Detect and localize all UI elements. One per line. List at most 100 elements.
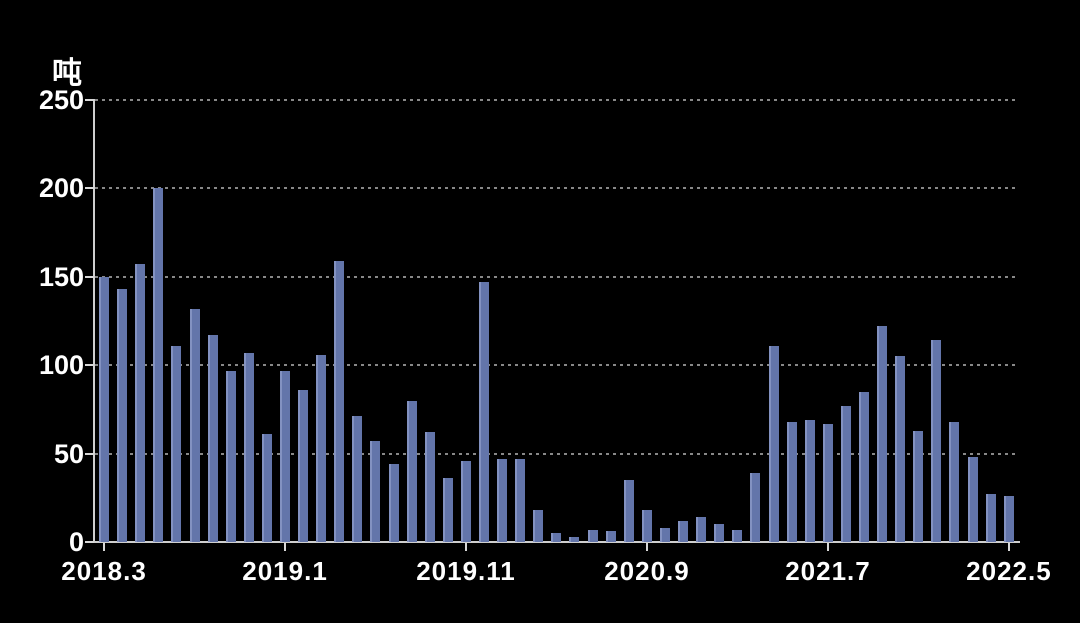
bar-slot-2020.6 [584,100,602,542]
bar-2018.5 [135,264,146,542]
x-axis-tick [1007,543,1010,551]
bar-2020.10 [659,527,670,542]
bar-2022.4 [985,494,996,542]
bar-slot-2022.2 [945,100,963,542]
x-axis-tick-label-2020.9: 2020.9 [604,556,690,586]
bar-slot-2019.10 [439,100,457,542]
bar-slot-2018.6 [149,100,167,542]
bar-2019.1 [279,370,290,542]
bar-slot-2019.1 [276,100,294,542]
bar-2021.1 [714,524,725,542]
y-axis-tick [85,364,94,367]
bar-2021.7 [822,423,833,542]
bar-2020.12 [696,517,707,542]
y-axis-tick-label: 200 [38,173,84,204]
gridline-y-200 [95,187,1018,190]
x-axis-tick-label-2019.11: 2019.11 [416,556,516,586]
y-axis-tick-label: 100 [38,350,84,381]
bar-2021.12 [913,430,924,542]
bar-2022.3 [967,457,978,542]
bar-slot-2018.11 [240,100,258,542]
bar-slot-2019.2 [294,100,312,542]
x-axis-tick-label-2022.5: 2022.5 [966,556,1052,586]
bar-2019.3 [316,354,327,542]
bar-2021.8 [840,405,851,542]
bar-2019.11 [460,460,471,542]
x-axis-tick [645,543,648,551]
bar-slot-2018.10 [222,100,240,542]
bar-2019.8 [406,400,417,542]
bar-2022.2 [949,421,960,542]
bar-2019.7 [388,464,399,542]
y-axis-tick [85,99,94,101]
bar-slot-2021.3 [746,100,764,542]
y-axis-tick-label: 150 [38,261,84,292]
bar-slot-2021.6 [801,100,819,542]
bar-2018.11 [243,352,254,542]
bar-2021.11 [895,356,906,542]
bar-2021.6 [804,420,815,542]
bar-slot-2021.2 [728,100,746,542]
bar-2021.5 [786,421,797,542]
y-axis-tick [85,187,94,190]
gridline-y-250 [95,99,1018,101]
bar-2018.9 [207,335,218,542]
bar-slot-2018.8 [185,100,203,542]
bar-slot-2020.3 [529,100,547,542]
bar-slot-2018.5 [131,100,149,542]
bar-2021.9 [858,391,869,542]
bar-slot-2018.4 [113,100,131,542]
x-axis-tick [284,543,287,551]
bar-slot-2019.11 [457,100,475,542]
x-axis-tick-label-2018.3: 2018.3 [61,556,147,586]
bar-2019.6 [370,441,381,542]
bar-slot-2021.7 [819,100,837,542]
bar-2020.11 [678,520,689,542]
bar-slot-2022.4 [982,100,1000,542]
bar-slot-2020.11 [674,100,692,542]
x-axis-tick-label-2021.7: 2021.7 [785,556,871,586]
bar-2021.2 [732,529,743,542]
bar-slot-2022.3 [964,100,982,542]
bar-slot-2022.5 [1000,100,1018,542]
bar-slot-2020.10 [656,100,674,542]
bar-2019.10 [442,478,453,542]
bar-slot-2021.8 [837,100,855,542]
y-axis-tick [85,452,94,455]
bar-slot-2020.12 [692,100,710,542]
bar-2019.2 [298,389,309,542]
bar-slot-2019.3 [312,100,330,542]
bar-slot-2019.7 [385,100,403,542]
bar-slot-2018.3 [95,100,113,542]
bar-2018.4 [117,289,128,542]
bar-2020.1 [497,458,508,542]
bars-container [95,100,1018,542]
y-axis-tick-label: 250 [38,85,84,115]
bar-2020.8 [623,480,634,542]
y-axis-line [93,99,95,543]
bar-2019.4 [334,260,345,542]
bar-slot-2021.9 [855,100,873,542]
y-axis-tick [85,275,94,278]
bar-slot-2020.5 [565,100,583,542]
bar-2020.4 [551,533,562,542]
gridline-y-150 [95,275,1018,278]
bar-slot-2020.1 [493,100,511,542]
x-axis-line [93,541,1020,543]
bar-2018.7 [171,345,182,542]
bar-slot-2019.6 [366,100,384,542]
bar-2018.6 [153,188,164,542]
x-axis-tick [465,543,467,551]
y-axis-unit-label: 吨 [52,57,83,90]
bar-2020.2 [515,458,526,542]
bar-2019.12 [479,282,490,542]
bar-slot-2018.12 [258,100,276,542]
bar-slot-2021.4 [764,100,782,542]
bar-slot-2020.4 [547,100,565,542]
bar-2021.4 [768,345,779,542]
bar-2018.10 [225,370,236,542]
bar-slot-2020.9 [638,100,656,542]
bar-slot-2018.7 [167,100,185,542]
bar-2020.3 [533,510,544,542]
